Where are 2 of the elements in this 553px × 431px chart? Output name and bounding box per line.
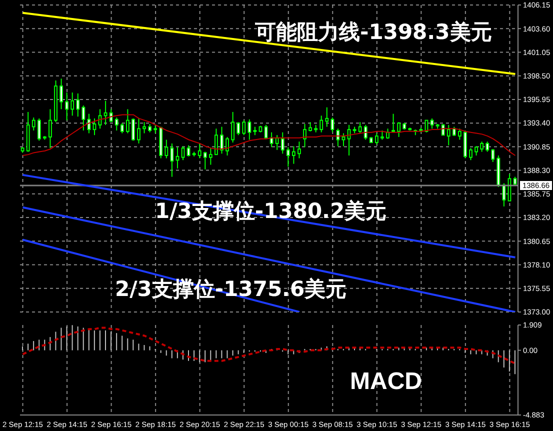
text: MACD — [350, 368, 422, 396]
annotation: 可能阻力线-1398.3美元 — [255, 19, 492, 46]
